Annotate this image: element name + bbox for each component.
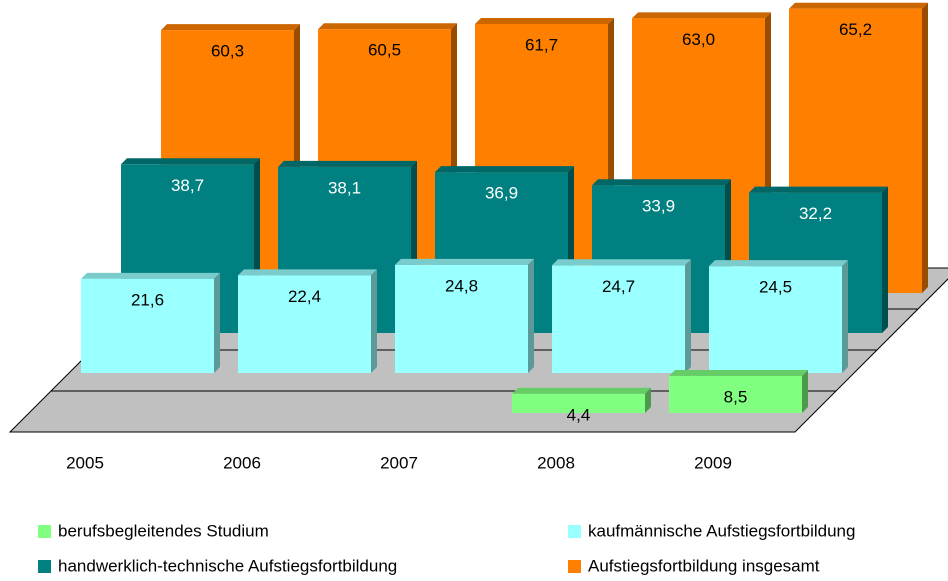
x-tick-label: 2005 bbox=[66, 453, 104, 472]
bar-side bbox=[842, 260, 848, 373]
bar-top bbox=[592, 179, 731, 186]
legend-swatch bbox=[568, 560, 581, 573]
legend-label: handwerklich-technische Aufstiegsfortbil… bbox=[58, 556, 397, 575]
bar-top bbox=[395, 258, 534, 265]
value-label: 60,5 bbox=[368, 41, 401, 60]
bar bbox=[709, 266, 842, 373]
bar-side bbox=[802, 369, 808, 413]
bar bbox=[552, 265, 685, 373]
value-label: 32,2 bbox=[799, 204, 832, 223]
legend-swatch bbox=[38, 525, 51, 538]
bar bbox=[669, 375, 802, 413]
legend-swatch bbox=[568, 525, 581, 538]
value-label: 22,4 bbox=[288, 287, 321, 306]
bar-top bbox=[435, 166, 574, 173]
bar-side bbox=[214, 272, 220, 373]
bar-side bbox=[528, 258, 534, 373]
bar-top bbox=[475, 17, 614, 24]
bar-top bbox=[121, 158, 260, 165]
value-label: 36,9 bbox=[485, 184, 518, 203]
bar bbox=[238, 275, 371, 373]
value-label: 24,7 bbox=[602, 277, 635, 296]
bar-top bbox=[512, 387, 651, 394]
legend-swatch bbox=[38, 560, 51, 573]
bar-top bbox=[749, 186, 888, 193]
bar-side bbox=[645, 387, 651, 413]
value-label: 63,0 bbox=[682, 30, 715, 49]
value-label: 38,7 bbox=[171, 176, 204, 195]
bar-side bbox=[685, 259, 691, 373]
value-label: 4,4 bbox=[567, 405, 591, 424]
value-label: 33,9 bbox=[642, 197, 675, 216]
legend-label: kaufmännische Aufstiegsfortbildung bbox=[588, 521, 855, 540]
bar-top bbox=[81, 272, 220, 279]
bar-top bbox=[552, 259, 691, 266]
bar-top bbox=[161, 24, 300, 31]
bar-top bbox=[238, 269, 377, 276]
value-label: 60,3 bbox=[211, 42, 244, 61]
bar-top bbox=[789, 2, 928, 9]
value-label: 65,2 bbox=[839, 20, 872, 39]
bar-side bbox=[922, 2, 928, 294]
value-label: 24,5 bbox=[759, 278, 792, 297]
bar-top bbox=[669, 369, 808, 376]
bar-top bbox=[278, 160, 417, 167]
x-tick-label: 2006 bbox=[223, 453, 261, 472]
bar-top bbox=[318, 23, 457, 30]
bar-top bbox=[632, 12, 771, 19]
value-label: 38,1 bbox=[328, 178, 361, 197]
value-label: 24,8 bbox=[445, 276, 478, 295]
bar-top bbox=[709, 260, 848, 267]
legend-label: berufsbegleitendes Studium bbox=[58, 521, 269, 540]
value-label: 21,6 bbox=[131, 290, 164, 309]
bar-side bbox=[371, 269, 377, 373]
value-label: 61,7 bbox=[525, 35, 558, 54]
bar-side bbox=[882, 186, 888, 333]
value-label: 8,5 bbox=[724, 387, 748, 406]
x-tick-label: 2008 bbox=[537, 453, 575, 472]
bar bbox=[512, 393, 645, 413]
legend-label: Aufstiegsfortbildung insgesamt bbox=[588, 556, 820, 575]
x-tick-label: 2007 bbox=[380, 453, 418, 472]
bar bbox=[395, 264, 528, 373]
bar bbox=[81, 278, 214, 373]
x-tick-label: 2009 bbox=[694, 453, 732, 472]
